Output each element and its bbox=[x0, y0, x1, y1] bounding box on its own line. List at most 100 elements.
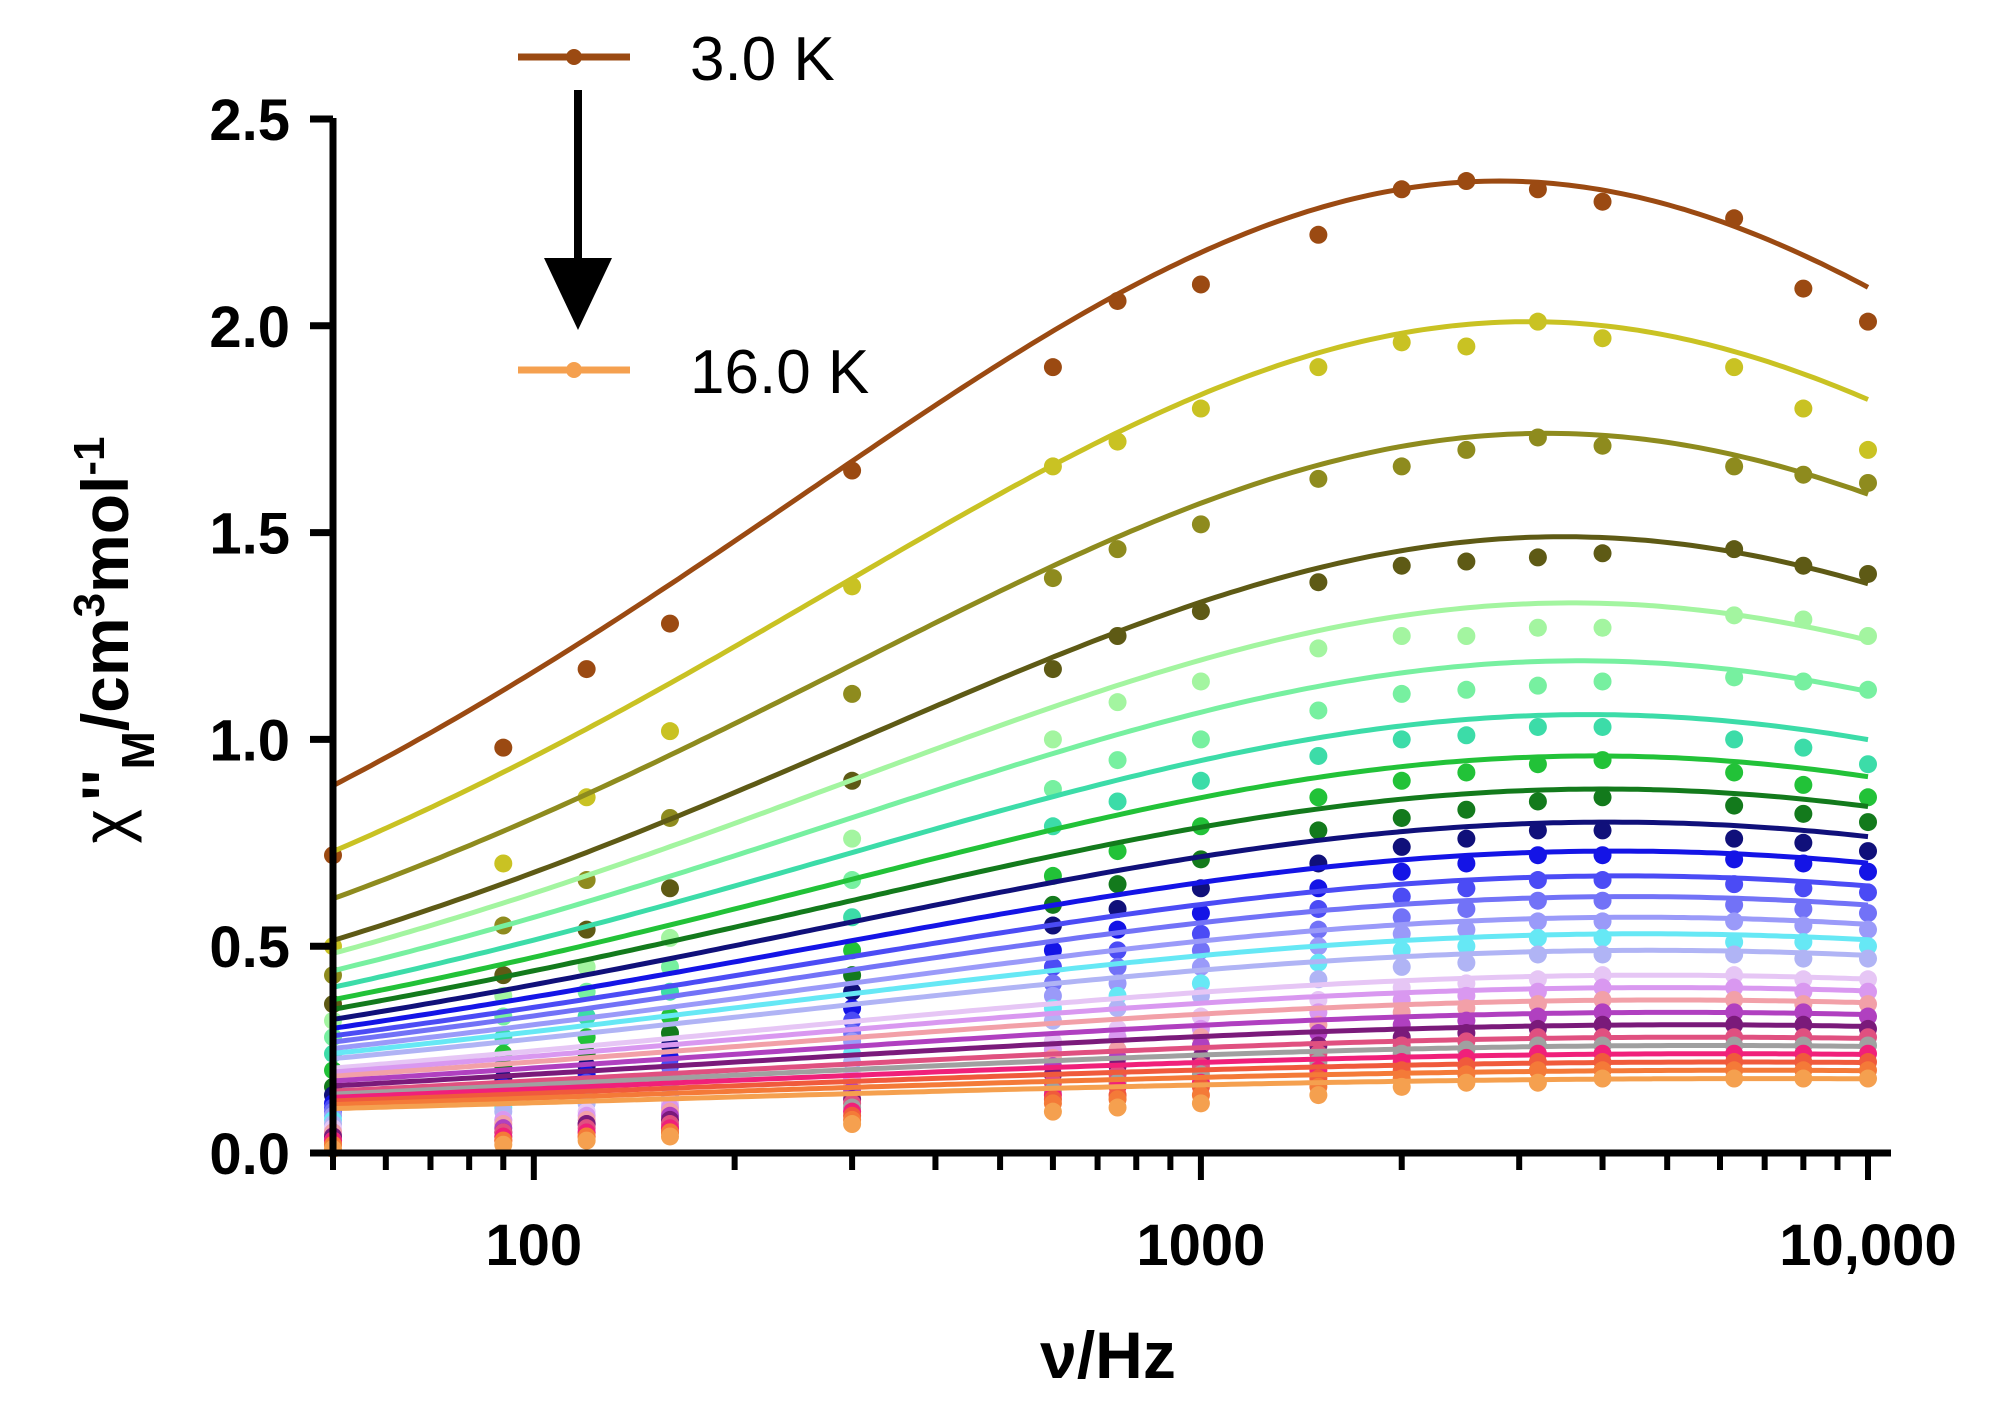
data-point bbox=[1528, 676, 1547, 695]
data-point bbox=[1457, 680, 1476, 699]
data-point bbox=[1392, 556, 1411, 575]
data-point bbox=[1593, 928, 1612, 947]
data-point bbox=[1859, 312, 1877, 331]
data-point bbox=[1859, 1069, 1877, 1088]
data-point bbox=[1528, 928, 1547, 947]
data-point bbox=[1457, 829, 1476, 848]
data-point bbox=[1191, 730, 1210, 749]
data-point bbox=[1392, 908, 1411, 927]
data-point bbox=[1859, 949, 1877, 968]
data-point bbox=[1528, 312, 1547, 331]
data-point bbox=[1593, 672, 1612, 691]
legend: 3.0 K 16.0 K bbox=[518, 25, 869, 407]
data-point bbox=[1593, 751, 1612, 770]
axes-layer bbox=[329, 118, 1891, 1157]
data-point bbox=[1794, 1003, 1813, 1022]
legend-arrow-head bbox=[544, 258, 612, 330]
data-point bbox=[1593, 945, 1612, 964]
data-point bbox=[1457, 1073, 1476, 1092]
data-point bbox=[1859, 627, 1877, 645]
data-point bbox=[1593, 978, 1612, 997]
data-point bbox=[1593, 329, 1612, 348]
data-point bbox=[1528, 618, 1547, 637]
data-point bbox=[1309, 821, 1328, 840]
fit-curve bbox=[332, 947, 1869, 1062]
fit-curve bbox=[332, 430, 1869, 902]
data-point bbox=[1309, 225, 1328, 244]
fit-curve bbox=[332, 753, 1869, 1003]
data-point bbox=[1392, 684, 1411, 703]
series-9-5-K bbox=[324, 912, 1877, 1125]
data-point bbox=[843, 684, 862, 703]
fit-curve bbox=[332, 1009, 1869, 1084]
data-point bbox=[1392, 1077, 1411, 1096]
data-point bbox=[1725, 875, 1744, 894]
data-point bbox=[1528, 180, 1547, 199]
y-axis-title: χ ''M/cm3mol-1 bbox=[65, 436, 165, 843]
data-point bbox=[1457, 763, 1476, 782]
data-point bbox=[1528, 548, 1547, 567]
fit-curve bbox=[332, 1076, 1869, 1112]
data-point bbox=[1528, 995, 1547, 1014]
data-point bbox=[1794, 279, 1813, 298]
data-point bbox=[1725, 966, 1744, 985]
data-point bbox=[1457, 899, 1476, 918]
data-point bbox=[1043, 358, 1062, 377]
x-tick-label: 100 bbox=[485, 1213, 582, 1278]
data-point bbox=[1593, 717, 1612, 736]
data-point bbox=[1528, 846, 1547, 865]
data-point bbox=[494, 738, 513, 757]
data-point bbox=[660, 614, 679, 633]
y-axis-title-sup2: -1 bbox=[65, 436, 114, 475]
y-axis-title-sub: M bbox=[112, 731, 164, 769]
data-point bbox=[1528, 792, 1547, 811]
data-point bbox=[1725, 1015, 1744, 1034]
data-point bbox=[1528, 871, 1547, 890]
data-point bbox=[1859, 788, 1877, 807]
data-point bbox=[1392, 771, 1411, 790]
data-point bbox=[1725, 1069, 1744, 1088]
data-point bbox=[1859, 473, 1877, 492]
data-point bbox=[1794, 833, 1813, 852]
y-axis-title-chi: χ bbox=[68, 809, 142, 844]
data-point bbox=[1457, 172, 1476, 191]
data-point bbox=[1859, 862, 1877, 881]
fit-curve bbox=[332, 1059, 1868, 1104]
legend-end-marker bbox=[566, 362, 582, 378]
data-point bbox=[1191, 399, 1210, 418]
data-point bbox=[1593, 788, 1612, 807]
data-point bbox=[843, 1115, 862, 1134]
data-point bbox=[1593, 966, 1612, 985]
data-point bbox=[1794, 970, 1813, 989]
fit-curve bbox=[332, 819, 1869, 1022]
data-point bbox=[1725, 850, 1744, 869]
data-point bbox=[1043, 660, 1062, 679]
data-point bbox=[1043, 986, 1062, 1005]
data-point bbox=[1725, 457, 1744, 476]
data-point bbox=[1043, 1102, 1062, 1121]
fit-curve bbox=[332, 894, 1869, 1045]
data-point bbox=[1043, 730, 1062, 749]
data-point bbox=[843, 461, 862, 480]
y-tick-label: 1.5 bbox=[209, 502, 290, 567]
data-point bbox=[1794, 775, 1813, 794]
fit-curve bbox=[331, 178, 1870, 788]
y-tick-label: 0.0 bbox=[209, 1122, 290, 1187]
data-point bbox=[1794, 1069, 1813, 1088]
data-point bbox=[1528, 717, 1547, 736]
data-point bbox=[1593, 618, 1612, 637]
data-point bbox=[1593, 990, 1612, 1009]
data-point bbox=[1794, 933, 1813, 952]
fit-curve bbox=[332, 1051, 1869, 1100]
data-point bbox=[1457, 337, 1476, 356]
data-point bbox=[1528, 755, 1547, 774]
data-point bbox=[1043, 569, 1062, 588]
data-point bbox=[1593, 436, 1612, 455]
data-point bbox=[1794, 465, 1813, 484]
data-point bbox=[1392, 457, 1411, 476]
fit-curve bbox=[332, 1022, 1869, 1089]
data-point bbox=[1528, 1007, 1547, 1026]
data-point bbox=[1725, 895, 1744, 914]
data-point bbox=[1191, 602, 1210, 621]
data-point bbox=[1108, 875, 1127, 894]
